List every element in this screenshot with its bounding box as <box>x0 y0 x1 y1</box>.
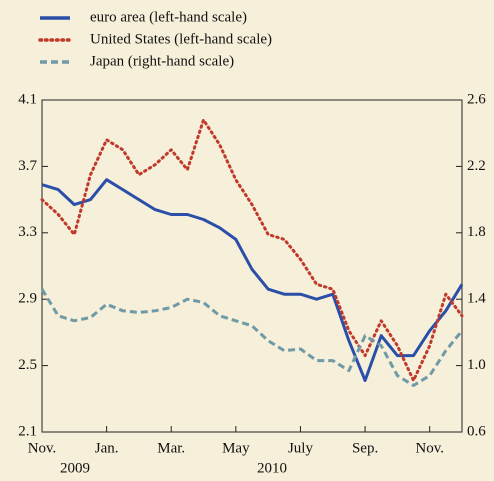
y2-tick-label: 2.6 <box>467 91 486 107</box>
series-line <box>41 178 464 382</box>
legend-label: Japan (right-hand scale) <box>90 53 234 69</box>
x-tick-label: May <box>222 440 250 456</box>
y2-tick-label: 1.8 <box>467 224 486 240</box>
y-tick-label: 3.3 <box>18 224 37 240</box>
plot-frame <box>41 99 463 433</box>
x-tick-label: Sep. <box>352 440 378 456</box>
y-tick-label: 2.9 <box>18 291 37 307</box>
legend-label: United States (left-hand scale) <box>90 31 272 47</box>
x-tick-label: Nov. <box>28 440 57 456</box>
x-tick-label: July <box>288 440 314 456</box>
year-label: 2010 <box>257 460 287 476</box>
x-tick-label: Jan. <box>95 440 119 456</box>
y2-tick-label: 0.6 <box>467 423 486 439</box>
y-tick-label: 4.1 <box>18 91 37 107</box>
y-tick-label: 2.5 <box>18 357 37 373</box>
y2-tick-label: 1.0 <box>467 357 486 373</box>
year-label: 2009 <box>60 460 90 476</box>
y2-tick-label: 1.4 <box>467 291 486 307</box>
series-line <box>40 118 464 382</box>
x-tick-label: Mar. <box>157 440 185 456</box>
x-tick-label: Nov. <box>415 440 444 456</box>
legend-label: euro area (left-hand scale) <box>90 9 247 25</box>
y2-tick-label: 2.2 <box>467 158 486 174</box>
series-line <box>40 288 464 387</box>
y-tick-label: 3.7 <box>18 158 37 174</box>
y-tick-label: 2.1 <box>18 423 37 439</box>
